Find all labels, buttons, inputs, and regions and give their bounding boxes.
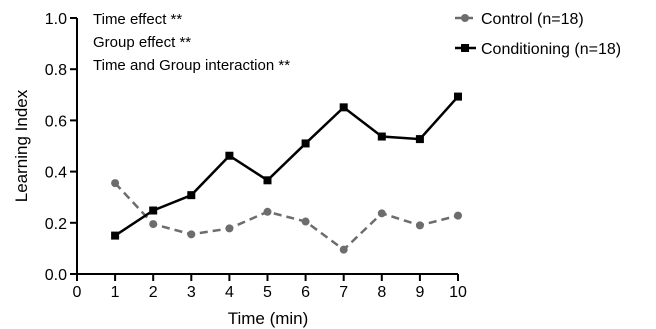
x-tick-label: 3 <box>187 284 196 301</box>
legend-item-control: Control (n=18) <box>455 11 584 28</box>
data-point-conditioning <box>339 103 348 112</box>
y-tick-label: 0.4 <box>45 165 67 182</box>
y-tick-label: 0.0 <box>45 267 67 284</box>
annotation-interaction: Time and Group interaction ** <box>93 57 290 74</box>
data-point-conditioning <box>225 151 234 160</box>
legend-conditioning-label: Conditioning (n=18) <box>481 41 621 58</box>
y-axis-title: Learning Index <box>12 89 31 202</box>
data-point-conditioning <box>187 191 196 200</box>
data-point-conditioning <box>263 176 272 185</box>
data-point-control <box>111 179 120 188</box>
data-point-conditioning <box>111 231 120 240</box>
y-tick-label: 0.6 <box>45 113 67 130</box>
x-tick-label: 8 <box>377 284 386 301</box>
y-tick-label: 0.8 <box>45 62 67 79</box>
y-axis-ticks: 0.0 0.2 0.4 0.6 0.8 1.0 <box>45 11 77 284</box>
data-point-conditioning <box>454 92 462 101</box>
data-point-control <box>415 221 424 230</box>
data-point-control <box>187 230 196 239</box>
series-line-conditioning <box>114 95 459 237</box>
legend-control-label: Control (n=18) <box>481 11 584 28</box>
x-tick-label: 2 <box>149 284 158 301</box>
y-tick-label: 1.0 <box>45 11 67 28</box>
data-point-control <box>149 220 158 229</box>
annotation-group-effect: Group effect ** <box>93 34 191 51</box>
data-point-conditioning <box>377 132 386 141</box>
x-tick-label: 5 <box>263 284 272 301</box>
x-tick-label: 1 <box>111 284 120 301</box>
x-tick-label: 6 <box>301 284 310 301</box>
data-point-control <box>377 209 386 218</box>
x-tick-label: 9 <box>415 284 424 301</box>
legend: Control (n=18) Conditioning (n=18) <box>455 11 621 58</box>
x-tick-label: 10 <box>449 284 467 301</box>
data-point-conditioning <box>301 139 310 148</box>
x-tick-label: 7 <box>339 284 348 301</box>
data-point-conditioning <box>415 135 424 144</box>
x-axis-title: Time (min) <box>228 309 309 328</box>
data-point-conditioning <box>149 206 158 215</box>
data-point-control <box>339 245 348 254</box>
x-tick-label: 4 <box>225 284 234 301</box>
legend-control-marker <box>461 14 469 22</box>
data-point-control <box>301 217 310 226</box>
annotation-time-effect: Time effect ** <box>93 11 182 28</box>
series-line-control <box>114 182 459 252</box>
legend-item-conditioning: Conditioning (n=18) <box>455 41 621 58</box>
data-point-control <box>225 224 234 233</box>
legend-conditioning-marker <box>461 44 469 52</box>
data-point-control <box>454 211 462 220</box>
y-tick-label: 0.2 <box>45 216 67 233</box>
series-layer <box>111 92 462 254</box>
data-point-control <box>263 207 272 216</box>
x-tick-label: 0 <box>73 284 82 301</box>
x-axis-ticks: 0 1 2 3 4 5 6 7 8 9 10 <box>73 274 467 301</box>
